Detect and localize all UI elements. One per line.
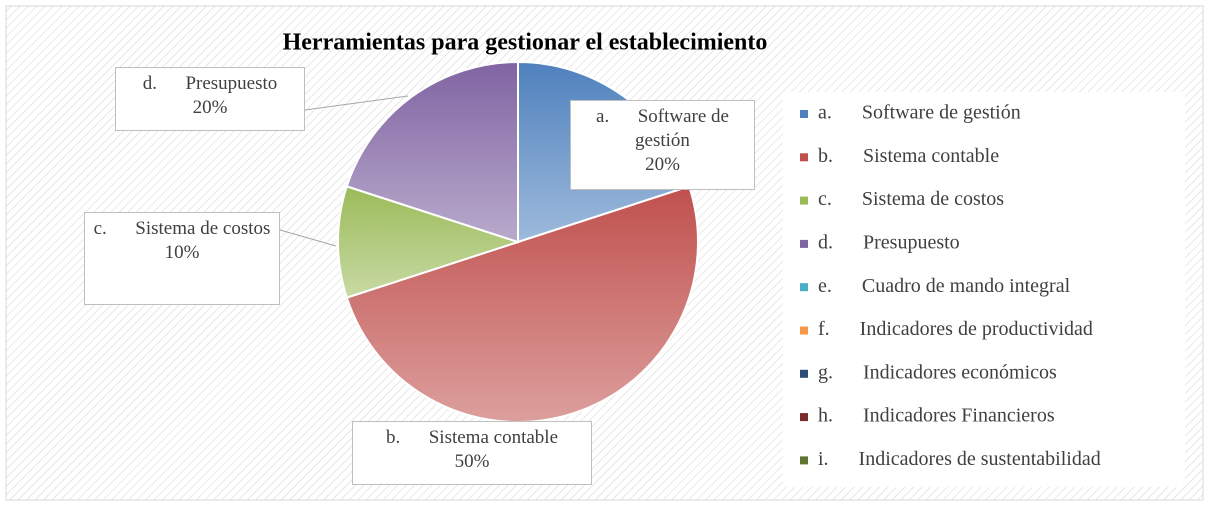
leader-line <box>279 229 337 247</box>
data-label-category: b. Sistema contable <box>385 427 559 448</box>
data-label-value: 10% <box>164 242 200 263</box>
legend-label: i. Indicadores de sustentabilidad <box>818 448 1101 470</box>
chart-title: Herramientas para gestionar el estableci… <box>283 30 768 56</box>
legend-background <box>783 92 1185 487</box>
pie-slice <box>345 60 519 244</box>
legend-swatch <box>800 153 808 162</box>
legend-swatch <box>800 326 808 335</box>
data-label: a. Software de gestión 20% <box>570 100 755 190</box>
legend-label: b. Sistema contable <box>818 145 999 167</box>
legend-swatch <box>800 369 808 378</box>
legend-swatch <box>800 413 808 422</box>
data-label: c. Sistema de costos 10% <box>84 212 280 305</box>
data-label-category: a. Software de gestión <box>596 106 734 151</box>
legend-swatch <box>800 239 808 248</box>
legend-swatch <box>800 456 808 465</box>
legend-swatch <box>800 196 808 205</box>
legend-label: d. Presupuesto <box>818 231 960 253</box>
data-label-category: c. Sistema de costos <box>93 218 271 239</box>
data-label-value: 20% <box>645 154 680 175</box>
legend-label: c. Sistema de costos <box>818 188 1004 210</box>
data-label: b. Sistema contable 50% <box>352 421 592 485</box>
data-label-category: d. Presupuesto <box>142 73 278 94</box>
legend-label: h. Indicadores Financieros <box>818 405 1055 427</box>
legend-label: f. Indicadores de productividad <box>818 318 1093 340</box>
leader-line <box>304 95 409 111</box>
data-label-value: 50% <box>454 451 490 472</box>
data-label-value: 20% <box>192 97 228 118</box>
legend-label: g. Indicadores económicos <box>818 361 1057 383</box>
pie-slice <box>345 185 699 423</box>
legend-swatch <box>800 283 808 292</box>
data-label: d. Presupuesto 20% <box>115 67 305 131</box>
pie-slice <box>337 185 522 299</box>
legend-swatch <box>800 110 808 118</box>
legend-label: e. Cuadro de mando integral <box>818 275 1071 297</box>
legend-label: a. Software de gestión <box>818 102 1021 124</box>
